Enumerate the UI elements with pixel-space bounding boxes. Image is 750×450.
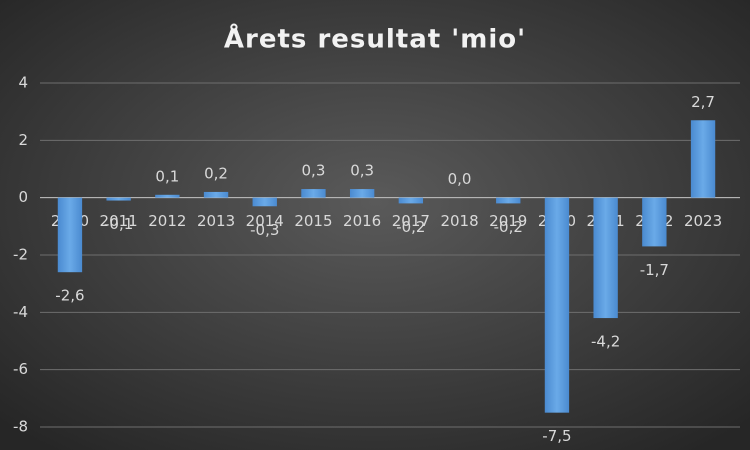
y-tick-label: 0 <box>18 188 28 206</box>
value-label: -7,5 <box>542 427 571 445</box>
bar <box>544 197 570 413</box>
chart-title: Årets resultat 'mio' <box>224 23 526 55</box>
bar <box>496 197 521 204</box>
bar <box>203 191 229 198</box>
y-tick-label: -2 <box>13 246 28 264</box>
value-label: -4,2 <box>591 333 620 351</box>
x-tick-label: 2016 <box>343 212 381 230</box>
x-tick-label: 2013 <box>197 212 235 230</box>
value-label: 0,3 <box>302 162 326 180</box>
y-tick-label: -6 <box>13 360 28 378</box>
bar <box>690 120 716 198</box>
value-label: -0,3 <box>250 221 279 239</box>
value-label: -0,2 <box>396 218 425 236</box>
bar <box>398 197 424 204</box>
y-tick-label: 2 <box>18 131 28 149</box>
value-label: 0,2 <box>204 164 228 182</box>
y-tick-label: -8 <box>13 418 28 436</box>
x-tick-label: 2014 <box>246 212 284 230</box>
x-tick-label: 2015 <box>294 212 332 230</box>
y-tick-label: -4 <box>13 303 28 321</box>
bar <box>57 197 83 273</box>
value-label: 0,1 <box>155 167 179 185</box>
value-label: -1,7 <box>640 261 669 279</box>
value-label: -0,1 <box>104 215 133 233</box>
x-tick-label: 2017 <box>392 212 430 230</box>
x-tick-label: 2011 <box>100 212 138 230</box>
x-tick-label: 2012 <box>148 212 186 230</box>
value-label: 2,7 <box>691 93 715 111</box>
bar <box>106 197 131 201</box>
bar <box>301 189 326 198</box>
bar <box>252 197 277 207</box>
value-label: -2,6 <box>55 287 84 305</box>
bar <box>593 197 618 319</box>
bar <box>155 194 180 198</box>
value-label: 0,3 <box>350 162 374 180</box>
x-tick-label: 2023 <box>684 212 722 230</box>
x-tick-label: 2019 <box>489 212 527 230</box>
bar <box>642 197 667 247</box>
x-tick-label: 2018 <box>440 212 478 230</box>
value-label: -0,2 <box>494 218 523 236</box>
y-tick-label: 4 <box>18 74 28 92</box>
bar <box>349 189 375 198</box>
value-label: 0,0 <box>448 170 472 188</box>
